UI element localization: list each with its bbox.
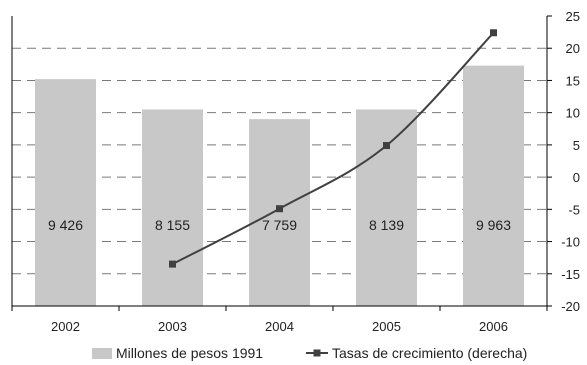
- bar-value-label: 8 155: [155, 217, 190, 233]
- axes: 25 20 15 10 5 0 -5 -10 -15 -20 2002 2003 2004 2005 200…: [11, 9, 580, 334]
- bars: [35, 65, 524, 307]
- growth-point: [276, 205, 283, 213]
- bar: [463, 65, 524, 306]
- bar: [142, 109, 203, 306]
- x-tick-label: 2002: [51, 319, 80, 334]
- legend: Millones de pesos 1991 Tasas de crecimie…: [92, 345, 527, 361]
- growth-point: [383, 142, 390, 150]
- x-tick-label: 2003: [158, 319, 187, 334]
- y-tick-label: -20: [561, 299, 580, 314]
- legend-swatch-bar: [92, 348, 112, 359]
- bar-value-label: 9 426: [48, 217, 83, 233]
- y-tick-label: -10: [561, 235, 580, 250]
- y-tick-label: 0: [573, 170, 580, 185]
- bar: [249, 119, 310, 306]
- y-tick-label: 20: [566, 41, 580, 56]
- legend-label-line: Tasas de crecimiento (derecha): [332, 345, 527, 361]
- bar-value-label: 7 759: [262, 217, 297, 233]
- growth-line: [169, 29, 497, 268]
- x-tick-label: 2006: [479, 319, 508, 334]
- bar: [35, 79, 96, 307]
- y-tick-label: 25: [566, 9, 580, 24]
- x-tick-label: 2005: [372, 319, 401, 334]
- bar: [356, 109, 417, 306]
- y-tick-label: 5: [573, 138, 580, 153]
- y-tick-label: 10: [566, 106, 580, 121]
- bar-labels: 9 426 8 155 7 759 8 139 9 963: [48, 217, 511, 233]
- y-tick-label: -5: [568, 202, 580, 217]
- y-tick-label: 15: [566, 73, 580, 88]
- bar-value-label: 9 963: [476, 217, 511, 233]
- x-tick-label: 2004: [265, 319, 294, 334]
- growth-point: [169, 260, 176, 268]
- growth-point: [490, 29, 497, 37]
- legend-swatch-marker: [313, 349, 321, 357]
- bar-value-label: 8 139: [369, 217, 404, 233]
- growth-line-path: [172, 32, 495, 265]
- y-tick-label: -15: [561, 267, 580, 282]
- legend-label-bar: Millones de pesos 1991: [116, 345, 263, 361]
